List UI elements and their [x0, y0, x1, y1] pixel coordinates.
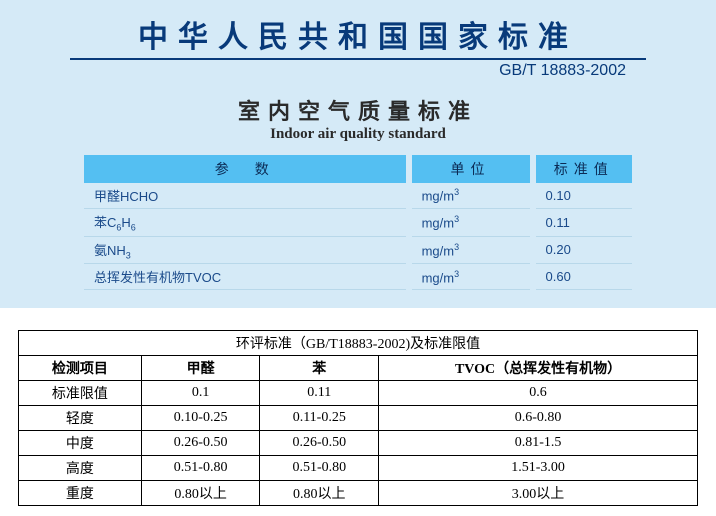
param-value: 0.10 — [536, 183, 633, 209]
limit-cell: 重度 — [19, 481, 142, 506]
param-value: 0.11 — [536, 209, 633, 237]
limit-row: 重度0.80以上0.80以上3.00以上 — [19, 481, 698, 506]
limit-row: 高度0.51-0.800.51-0.801.51-3.00 — [19, 456, 698, 481]
col-header-std: 标准值 — [536, 155, 633, 183]
parameter-row: 总挥发性有机物TVOCmg/m30.60 — [84, 264, 632, 290]
limit-table-title: 环评标准（GB/T18883-2002)及标准限值 — [19, 331, 698, 356]
limit-row: 中度0.26-0.500.26-0.500.81-1.5 — [19, 431, 698, 456]
param-unit: mg/m3 — [412, 183, 530, 209]
title-underline — [70, 58, 646, 60]
parameter-row: 氨NH3mg/m30.20 — [84, 237, 632, 265]
standard-code: GB/T 18883-2002 — [30, 62, 626, 80]
parameter-row: 甲醛HCHOmg/m30.10 — [84, 183, 632, 209]
limit-panel: 环评标准（GB/T18883-2002)及标准限值 检测项目甲醛苯TVOC（总挥… — [0, 308, 716, 516]
limit-cell: 中度 — [19, 431, 142, 456]
limit-col-header: 苯 — [260, 356, 379, 381]
parameter-table-header-row: 参 数 单位 标准值 — [84, 155, 632, 183]
limit-cell: 轻度 — [19, 406, 142, 431]
national-standard-title: 中华人民共和国国家标准 — [30, 12, 686, 56]
limit-table-title-row: 环评标准（GB/T18883-2002)及标准限值 — [19, 331, 698, 356]
limit-cell: 1.51-3.00 — [379, 456, 698, 481]
limit-row: 轻度0.10-0.250.11-0.250.6-0.80 — [19, 406, 698, 431]
limit-col-header: TVOC（总挥发性有机物） — [379, 356, 698, 381]
limit-cell: 0.11 — [260, 381, 379, 406]
param-name: 总挥发性有机物TVOC — [84, 264, 406, 290]
limit-cell: 0.6 — [379, 381, 698, 406]
limit-col-header: 甲醛 — [141, 356, 260, 381]
param-name: 氨NH3 — [84, 237, 406, 265]
limit-col-header: 检测项目 — [19, 356, 142, 381]
param-unit: mg/m3 — [412, 264, 530, 290]
standard-name-cn: 室内空气质量标准 — [30, 94, 686, 126]
limit-cell: 0.81-1.5 — [379, 431, 698, 456]
param-value: 0.60 — [536, 264, 633, 290]
limit-cell: 0.80以上 — [260, 481, 379, 506]
param-unit: mg/m3 — [412, 209, 530, 237]
limit-row: 标准限值0.10.110.6 — [19, 381, 698, 406]
standard-header-panel: 中华人民共和国国家标准 GB/T 18883-2002 室内空气质量标准 Ind… — [0, 0, 716, 308]
limit-cell: 0.1 — [141, 381, 260, 406]
limit-cell: 0.6-0.80 — [379, 406, 698, 431]
limit-cell: 0.51-0.80 — [141, 456, 260, 481]
standard-name-en: Indoor air quality standard — [30, 126, 686, 143]
param-value: 0.20 — [536, 237, 633, 265]
limit-cell: 0.51-0.80 — [260, 456, 379, 481]
limit-cell: 高度 — [19, 456, 142, 481]
parameter-row: 苯C6H6mg/m30.11 — [84, 209, 632, 237]
limit-cell: 0.80以上 — [141, 481, 260, 506]
limit-cell: 0.11-0.25 — [260, 406, 379, 431]
param-name: 苯C6H6 — [84, 209, 406, 237]
limit-cell: 3.00以上 — [379, 481, 698, 506]
limit-cell: 0.26-0.50 — [260, 431, 379, 456]
limit-table: 环评标准（GB/T18883-2002)及标准限值 检测项目甲醛苯TVOC（总挥… — [18, 330, 698, 506]
limit-cell: 0.10-0.25 — [141, 406, 260, 431]
limit-cell: 标准限值 — [19, 381, 142, 406]
col-header-param: 参 数 — [84, 155, 406, 183]
param-name: 甲醛HCHO — [84, 183, 406, 209]
limit-cell: 0.26-0.50 — [141, 431, 260, 456]
col-header-unit: 单位 — [412, 155, 530, 183]
param-unit: mg/m3 — [412, 237, 530, 265]
parameter-table: 参 数 单位 标准值 甲醛HCHOmg/m30.10苯C6H6mg/m30.11… — [78, 155, 638, 290]
limit-table-header-row: 检测项目甲醛苯TVOC（总挥发性有机物） — [19, 356, 698, 381]
